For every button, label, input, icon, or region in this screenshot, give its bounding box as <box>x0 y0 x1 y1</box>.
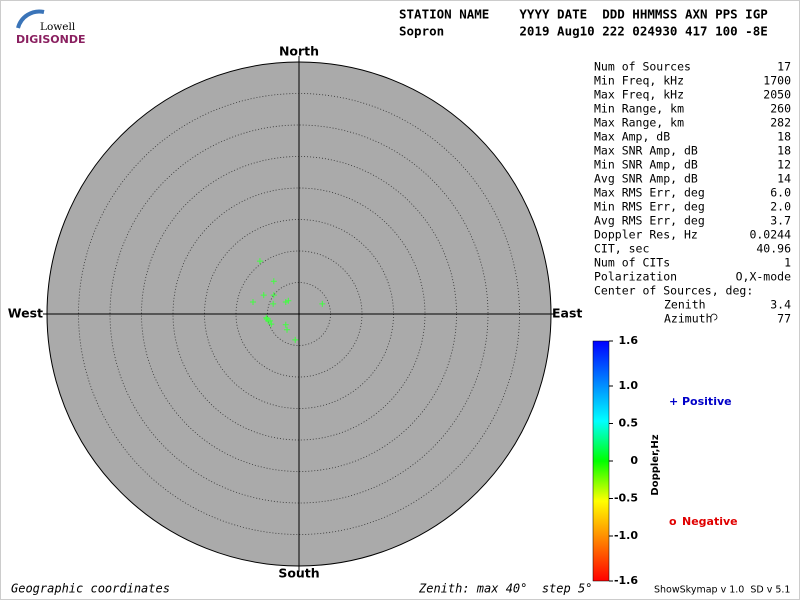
stat-value: 6.0 <box>770 186 791 200</box>
source-point <box>292 336 299 343</box>
stat-label: Num of CITs <box>594 256 670 270</box>
colorbar-tick-label: 0 <box>630 454 638 467</box>
source-point <box>250 299 257 306</box>
source-point <box>282 321 289 328</box>
direction-label: North <box>279 44 319 59</box>
stat-label: Zenith <box>664 298 706 312</box>
stat-value: 18 <box>777 130 791 144</box>
colorbar-label: Doppler,Hz <box>650 434 661 495</box>
source-point <box>282 299 289 306</box>
logo-top: Lowell <box>40 21 76 33</box>
logo-swoosh <box>16 9 45 29</box>
footer-right: ShowSkymap v 1.0 SD v 5.1 <box>654 585 790 596</box>
stat-value: 77 <box>777 312 791 326</box>
source-point <box>270 278 277 285</box>
source-point <box>256 258 263 265</box>
polar-plot <box>43 56 555 572</box>
stat-value: 2.0 <box>770 200 791 214</box>
stat-label: Num of Sources <box>594 60 691 74</box>
header-line: STATION NAME YYYY DATE DDD HHMMSS AXN PP… <box>399 7 768 22</box>
stat-value: 260 <box>770 102 791 116</box>
stat-value: 18 <box>777 144 791 158</box>
stat-label: Min Freq, kHz <box>594 74 684 88</box>
stat-label: Max SNR Amp, dB <box>594 144 698 158</box>
stat-value: 12 <box>777 158 791 172</box>
colorbar-tick-label: -1.6 <box>614 574 638 587</box>
colorbar-tick-label: 0.5 <box>619 417 639 430</box>
stat-label: Center of Sources, deg: <box>594 284 753 298</box>
stat-label: Doppler Res, Hz <box>594 228 698 242</box>
colorbar-tick-label: -1.0 <box>614 529 638 542</box>
stats-table: Num of Sources 17 Min Freq, kHz 1700 Max Fre… <box>594 60 791 326</box>
stat-value: 3.4 <box>770 298 791 312</box>
colorbar-gradient <box>592 340 610 582</box>
source-point <box>285 297 292 304</box>
stat-label: Max RMS Err, deg <box>594 186 705 200</box>
azimuth-icon <box>710 313 718 321</box>
source-point <box>263 316 270 323</box>
source-point <box>270 300 277 307</box>
stat-label: Polarization <box>594 270 677 284</box>
stat-value: 14 <box>777 172 791 186</box>
stat-value: 17 <box>777 60 791 74</box>
stat-value: 1 <box>784 256 791 270</box>
stat-label: Max Range, km <box>594 116 684 130</box>
stat-value: 40.96 <box>756 242 791 256</box>
direction-label: West <box>8 306 43 321</box>
direction-label: East <box>552 306 582 321</box>
logo-bottom: DIGISONDE <box>16 33 85 46</box>
stat-label: Min SNR Amp, dB <box>594 158 698 172</box>
stat-value: 3.7 <box>770 214 791 228</box>
stat-value: 2050 <box>763 88 791 102</box>
source-point <box>260 292 267 299</box>
stat-label: Min RMS Err, deg <box>594 200 705 214</box>
stat-value: O,X-mode <box>736 270 791 284</box>
stat-label: Avg SNR Amp, dB <box>594 172 698 186</box>
stat-value: 0.0244 <box>749 228 791 242</box>
source-point <box>263 314 270 321</box>
legend-symbol: + <box>669 395 678 408</box>
colorbar-tick-label: -0.5 <box>614 492 638 505</box>
source-point <box>268 321 275 328</box>
colorbar-tick-label: 1.0 <box>619 379 639 392</box>
source-point <box>319 300 326 307</box>
footer-center: Zenith: max 40° step 5° <box>418 582 592 596</box>
stat-label: Min Range, km <box>594 102 684 116</box>
stat-label: Avg RMS Err, deg <box>594 214 705 228</box>
legend-label: Positive <box>682 395 732 408</box>
source-point <box>270 292 277 299</box>
stat-label: CIT, sec <box>594 242 649 256</box>
footer-left: Geographic coordinates <box>11 582 170 596</box>
legend: + Positive o Negative <box>669 395 738 528</box>
stat-label: Azimuth <box>664 312 712 326</box>
source-point <box>267 317 274 324</box>
source-point <box>284 326 291 333</box>
header-line: Sopron 2019 Aug10 222 024930 417 100 -8E <box>399 24 768 39</box>
stat-value: 282 <box>770 116 791 130</box>
stat-label: Max Amp, dB <box>594 130 670 144</box>
legend-symbol: o <box>669 515 677 528</box>
legend-label: Negative <box>682 515 738 528</box>
colorbar: 1.6 1.0 0.5 0 -0.5 -1.0 -1.6 <box>592 334 639 587</box>
stat-value: 1700 <box>763 74 791 88</box>
stat-label: Max Freq, kHz <box>594 88 684 102</box>
colorbar-tick-label: 1.6 <box>619 334 639 347</box>
direction-label: South <box>278 566 319 581</box>
